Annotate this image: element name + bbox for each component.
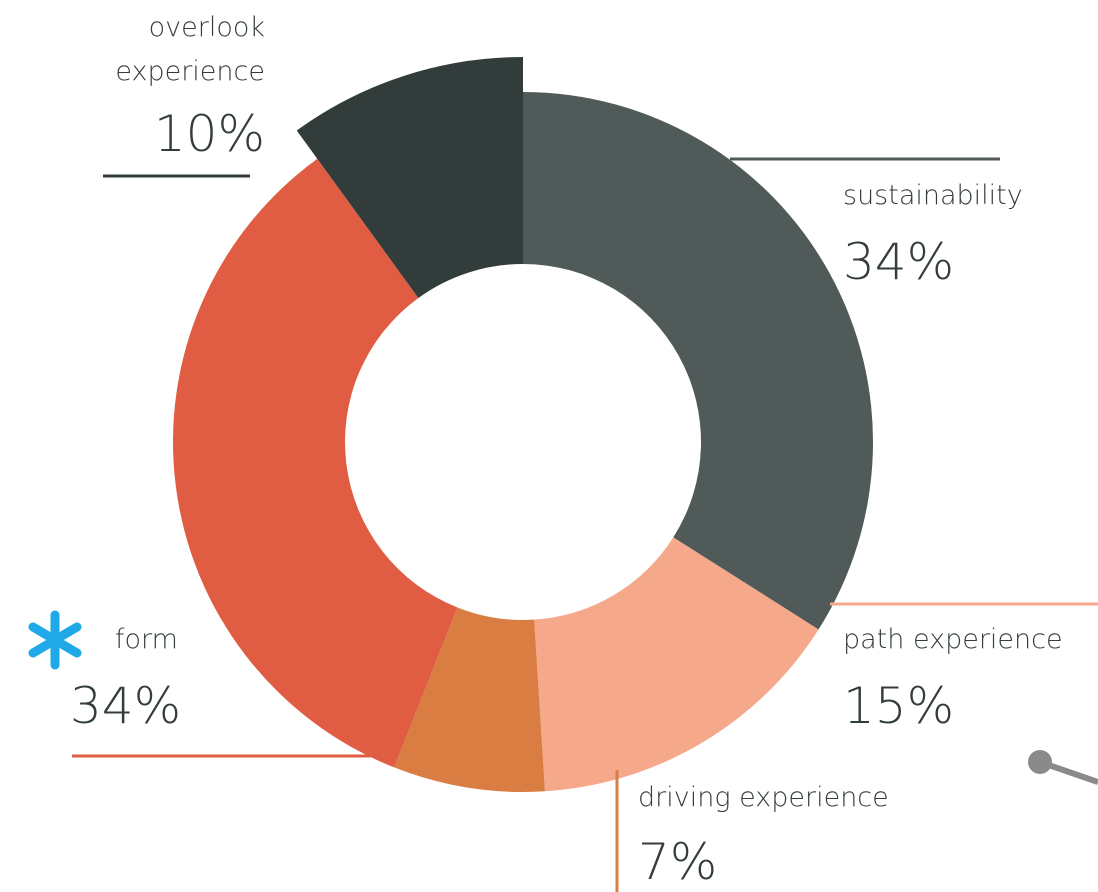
donut-segment [523,92,873,630]
decoration-dot [1028,750,1052,774]
donut [172,57,873,792]
label: overlook experience [115,12,265,87]
asterisk-icon [28,610,82,670]
label: path experience [843,624,1063,655]
label: driving experience [638,782,889,813]
donut-segment [296,57,523,298]
value-label: 34% [70,677,182,735]
label: sustainability [843,180,1023,211]
value-label: 15% [843,677,955,735]
donut-segment [394,607,545,792]
label: form [115,624,178,655]
value-label: 34% [843,233,955,291]
value-label: 10% [153,105,265,163]
donut-segment [534,537,819,792]
donut-segment [172,158,458,768]
value-label: 7% [638,833,718,891]
